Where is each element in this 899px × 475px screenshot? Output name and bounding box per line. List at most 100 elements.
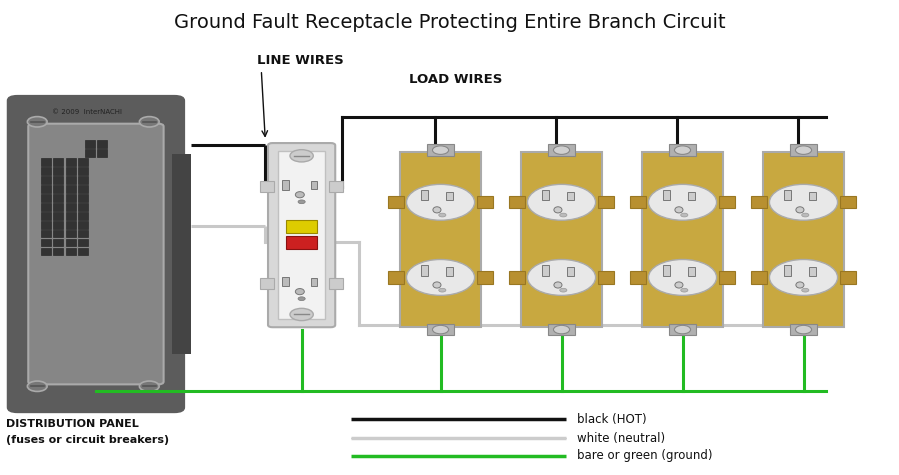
Bar — [841, 271, 857, 284]
Bar — [78, 221, 88, 228]
Ellipse shape — [675, 282, 683, 288]
Bar — [387, 196, 404, 209]
Bar — [629, 196, 645, 209]
Text: © 2009  InterNACHI: © 2009 InterNACHI — [52, 109, 122, 115]
Bar — [809, 192, 816, 200]
Bar — [53, 239, 63, 247]
Bar — [278, 151, 325, 319]
Ellipse shape — [296, 191, 305, 198]
Bar — [669, 144, 696, 156]
Circle shape — [406, 184, 475, 220]
Circle shape — [439, 213, 446, 217]
Bar — [78, 185, 88, 193]
Bar — [53, 185, 63, 193]
Bar — [66, 194, 76, 201]
Bar — [97, 140, 107, 148]
Bar — [78, 167, 88, 175]
Bar — [85, 149, 94, 157]
Bar — [97, 149, 107, 157]
Bar — [311, 278, 317, 286]
Bar — [287, 236, 316, 249]
Bar — [763, 152, 844, 327]
Bar — [329, 181, 343, 192]
Bar — [40, 212, 50, 219]
Bar — [688, 192, 695, 200]
Bar — [40, 239, 50, 247]
Bar — [642, 152, 723, 327]
Bar — [78, 194, 88, 201]
Circle shape — [770, 184, 838, 220]
Bar — [78, 176, 88, 184]
Bar — [548, 324, 575, 335]
Bar — [66, 158, 76, 166]
Bar — [282, 277, 289, 286]
Bar — [421, 265, 428, 275]
Bar — [66, 212, 76, 219]
Bar — [53, 230, 63, 238]
Circle shape — [681, 213, 688, 217]
FancyBboxPatch shape — [7, 95, 185, 413]
Bar — [53, 176, 63, 184]
Bar — [66, 230, 76, 238]
Bar — [751, 196, 767, 209]
Bar — [66, 167, 76, 175]
Bar — [790, 324, 817, 335]
Circle shape — [648, 184, 717, 220]
Circle shape — [796, 325, 812, 334]
Circle shape — [802, 288, 809, 292]
Bar — [40, 167, 50, 175]
Bar — [477, 271, 494, 284]
Circle shape — [139, 116, 159, 127]
Circle shape — [802, 213, 809, 217]
Text: LOAD WIRES: LOAD WIRES — [409, 73, 503, 86]
Text: (fuses or circuit breakers): (fuses or circuit breakers) — [6, 435, 169, 445]
Text: black (HOT): black (HOT) — [577, 413, 646, 426]
Bar — [719, 271, 735, 284]
Bar — [40, 248, 50, 256]
Circle shape — [770, 259, 838, 295]
Bar — [53, 158, 63, 166]
Bar — [287, 219, 316, 233]
Bar — [477, 196, 494, 209]
Bar — [53, 203, 63, 210]
Circle shape — [560, 288, 567, 292]
Circle shape — [439, 288, 446, 292]
Ellipse shape — [796, 282, 804, 288]
Bar — [40, 194, 50, 201]
Circle shape — [290, 308, 313, 321]
Bar — [329, 278, 343, 289]
Ellipse shape — [296, 288, 305, 294]
Bar — [567, 267, 574, 276]
Bar — [841, 196, 857, 209]
Bar — [663, 265, 670, 275]
Bar — [427, 144, 454, 156]
Circle shape — [560, 213, 567, 217]
Circle shape — [554, 325, 570, 334]
Bar — [629, 271, 645, 284]
Circle shape — [674, 146, 690, 154]
Circle shape — [139, 381, 159, 391]
Bar — [751, 271, 767, 284]
Bar — [53, 194, 63, 201]
Bar — [542, 265, 549, 275]
Bar — [784, 265, 791, 275]
Circle shape — [554, 146, 570, 154]
Bar — [78, 158, 88, 166]
Bar — [542, 190, 549, 200]
Circle shape — [27, 381, 47, 391]
Circle shape — [290, 150, 313, 162]
Ellipse shape — [554, 207, 562, 213]
Bar — [53, 248, 63, 256]
Circle shape — [406, 259, 475, 295]
Circle shape — [298, 297, 305, 301]
Bar — [400, 152, 481, 327]
Bar — [40, 158, 50, 166]
Bar — [78, 230, 88, 238]
Text: white (neutral): white (neutral) — [577, 432, 665, 445]
Bar — [40, 230, 50, 238]
Bar — [809, 267, 816, 276]
Bar — [53, 212, 63, 219]
Bar — [66, 248, 76, 256]
Circle shape — [674, 325, 690, 334]
Circle shape — [298, 200, 305, 204]
